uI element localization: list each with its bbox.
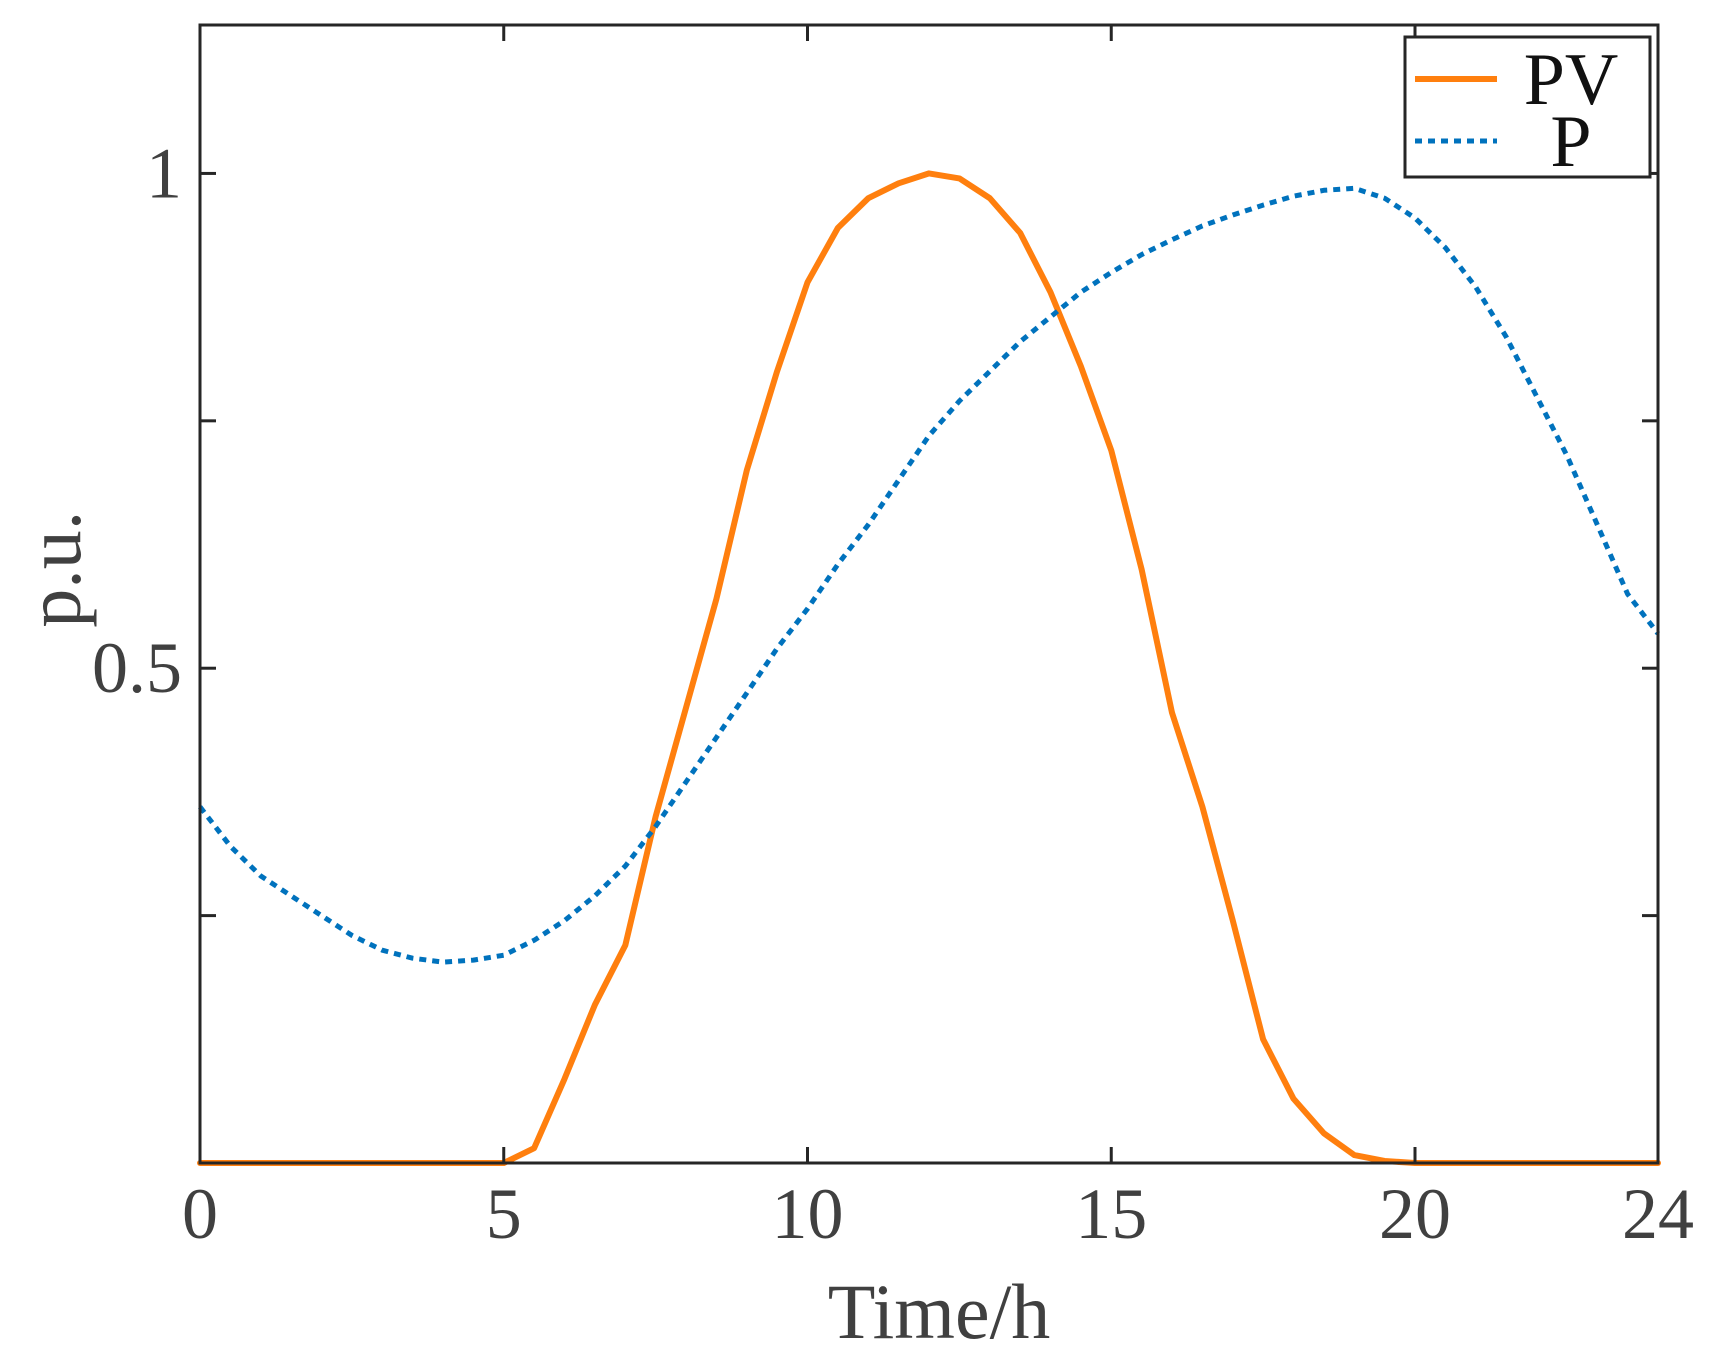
axis-layer: 0 5 10 15 20 24 0.5 1 Time/h p.u. — [10, 23, 1694, 1355]
x-tick-label: 10 — [772, 1174, 844, 1254]
legend-box — [1403, 35, 1652, 179]
x-axis-label: Time/h — [828, 1268, 1051, 1355]
x-tick-label: 24 — [1622, 1174, 1694, 1254]
series-line-pv — [197, 170, 1661, 1166]
legend-label-p: P — [1550, 101, 1591, 183]
y-tick-label: 1 — [146, 133, 182, 213]
legend-label-pv: PV — [1524, 39, 1619, 121]
y-axis-label: p.u. — [10, 511, 97, 628]
x-tick-label: 15 — [1075, 1174, 1147, 1254]
x-tick-label: 0 — [182, 1174, 218, 1254]
x-tick-label: 5 — [486, 1174, 522, 1254]
x-tick-label: 20 — [1379, 1174, 1451, 1254]
y-tick-label: 0.5 — [92, 628, 182, 708]
plot-layer — [197, 170, 1661, 1166]
plot-frame — [198, 23, 1660, 1165]
legend: PVP — [1403, 35, 1652, 183]
series-line-p — [198, 185, 1660, 965]
